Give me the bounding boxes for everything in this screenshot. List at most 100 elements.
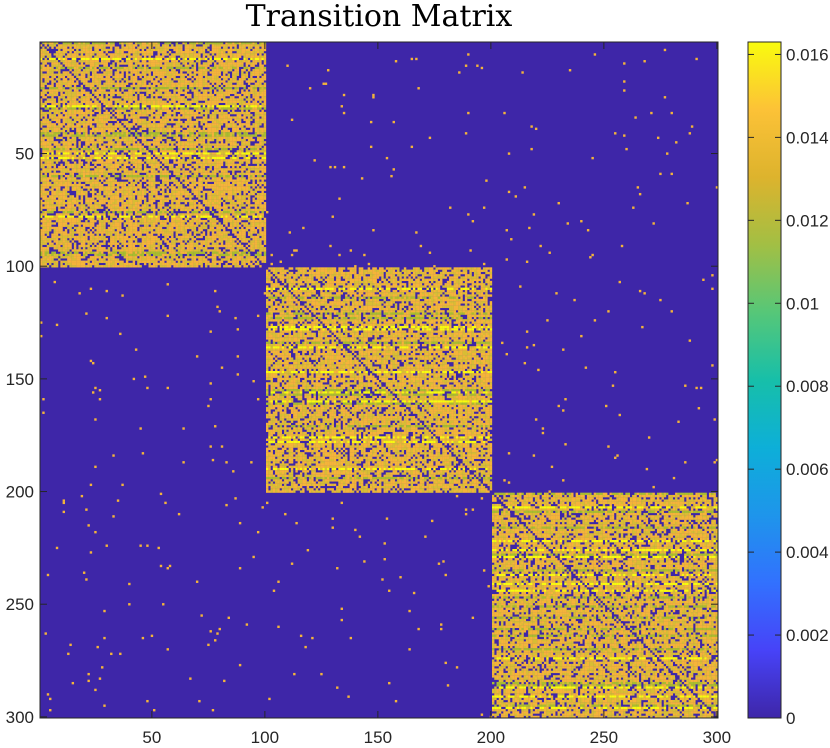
matrix-cell xyxy=(106,155,108,157)
matrix-cell xyxy=(69,65,71,67)
matrix-cell xyxy=(97,155,99,157)
matrix-cell xyxy=(115,56,117,58)
matrix-cell xyxy=(101,152,103,154)
matrix-cell xyxy=(252,62,254,64)
matrix-cell xyxy=(115,101,117,103)
matrix-cell xyxy=(67,110,69,112)
matrix-cell xyxy=(212,101,214,103)
matrix-cell xyxy=(128,139,130,141)
matrix-cell xyxy=(153,143,155,145)
matrix-cell xyxy=(212,157,214,159)
matrix-cell xyxy=(264,89,266,91)
matrix-cell xyxy=(117,56,119,58)
matrix-cell xyxy=(219,78,221,80)
matrix-cell xyxy=(78,175,80,177)
matrix-cell xyxy=(252,166,254,168)
matrix-cell xyxy=(212,53,214,55)
matrix-cell xyxy=(142,98,144,100)
matrix-cell xyxy=(200,112,202,114)
matrix-cell xyxy=(94,175,96,177)
matrix-cell xyxy=(228,150,230,152)
matrix-cell xyxy=(67,103,69,105)
matrix-cell xyxy=(137,114,139,116)
matrix-cell xyxy=(182,56,184,58)
matrix-cell xyxy=(78,159,80,161)
matrix-cell xyxy=(169,164,171,166)
matrix-cell xyxy=(85,78,87,80)
matrix-cell xyxy=(133,103,135,105)
matrix-cell xyxy=(117,182,119,184)
matrix-cell xyxy=(239,116,241,118)
matrix-cell xyxy=(58,150,60,152)
matrix-cell xyxy=(87,150,89,152)
matrix-cell xyxy=(160,105,162,107)
matrix-cell xyxy=(214,182,216,184)
matrix-cell xyxy=(246,182,248,184)
matrix-cell xyxy=(135,94,137,96)
matrix-cell xyxy=(108,110,110,112)
matrix-cell xyxy=(106,67,108,69)
matrix-cell xyxy=(148,179,150,181)
matrix-cell xyxy=(58,76,60,78)
matrix-cell xyxy=(81,123,83,125)
matrix-cell xyxy=(259,83,261,85)
matrix-cell xyxy=(216,137,218,139)
matrix-cell xyxy=(126,60,128,62)
matrix-cell xyxy=(56,112,58,114)
matrix-cell xyxy=(83,139,85,141)
matrix-cell xyxy=(162,85,164,87)
matrix-cell xyxy=(205,121,207,123)
matrix-cell xyxy=(128,173,130,175)
matrix-cell xyxy=(198,56,200,58)
matrix-cell xyxy=(146,110,148,112)
matrix-cell xyxy=(198,141,200,143)
matrix-cell xyxy=(210,94,212,96)
matrix-cell xyxy=(60,85,62,87)
matrix-cell xyxy=(203,116,205,118)
matrix-cell xyxy=(60,114,62,116)
matrix-cell xyxy=(203,164,205,166)
matrix-cell xyxy=(232,65,234,67)
matrix-cell xyxy=(115,152,117,154)
matrix-cell xyxy=(78,157,80,159)
matrix-cell xyxy=(72,121,74,123)
matrix-cell xyxy=(214,58,216,60)
matrix-cell xyxy=(223,168,225,170)
matrix-cell xyxy=(250,134,252,136)
matrix-cell xyxy=(228,123,230,125)
matrix-cell xyxy=(158,112,160,114)
matrix-cell xyxy=(164,157,166,159)
matrix-cell xyxy=(133,110,135,112)
matrix-cell xyxy=(185,155,187,157)
matrix-cell xyxy=(135,51,137,53)
matrix-cell xyxy=(173,175,175,177)
matrix-cell xyxy=(42,121,44,123)
matrix-cell xyxy=(230,60,232,62)
matrix-cell xyxy=(173,112,175,114)
matrix-cell xyxy=(92,166,94,168)
matrix-cell xyxy=(196,98,198,100)
matrix-cell xyxy=(248,105,250,107)
matrix-cell xyxy=(210,143,212,145)
matrix-cell xyxy=(162,116,164,118)
matrix-cell xyxy=(264,49,266,51)
matrix-cell xyxy=(191,98,193,100)
matrix-cell xyxy=(101,62,103,64)
matrix-cell xyxy=(176,51,178,53)
matrix-cell xyxy=(56,143,58,145)
matrix-cell xyxy=(203,58,205,60)
matrix-cell xyxy=(90,150,92,152)
matrix-cell xyxy=(97,110,99,112)
matrix-cell xyxy=(144,112,146,114)
matrix-cell xyxy=(110,80,112,82)
matrix-cell xyxy=(49,58,51,60)
matrix-cell xyxy=(146,141,148,143)
matrix-cell xyxy=(101,85,103,87)
matrix-cell xyxy=(76,132,78,134)
matrix-cell xyxy=(234,152,236,154)
matrix-cell xyxy=(146,173,148,175)
matrix-cell xyxy=(228,65,230,67)
matrix-cell xyxy=(45,51,47,53)
matrix-cell xyxy=(187,143,189,145)
matrix-cell xyxy=(205,101,207,103)
